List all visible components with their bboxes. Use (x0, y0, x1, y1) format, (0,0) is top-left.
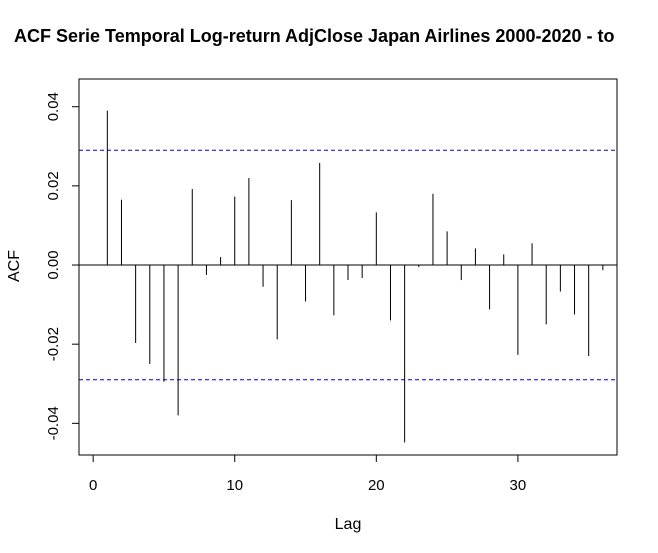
y-tick-label-4: 0.04 (45, 92, 62, 121)
y-tick-label-3: 0.02 (45, 171, 62, 200)
x-axis-label: Lag (335, 516, 362, 533)
y-tick-label-1: -0.02 (45, 327, 62, 361)
x-axis: 0 10 20 30 (89, 454, 527, 494)
x-tick-label-0: 0 (89, 477, 97, 494)
y-tick-label-0: -0.04 (45, 406, 62, 440)
chart-title: ACF Serie Temporal Log-return AdjClose J… (14, 26, 615, 46)
x-tick-label-10: 10 (226, 477, 243, 494)
y-axis: -0.04 -0.02 0.00 0.02 0.04 (45, 92, 80, 440)
x-tick-label-20: 20 (368, 477, 385, 494)
y-tick-label-2: 0.00 (45, 250, 62, 279)
acf-bars (79, 110, 617, 443)
y-axis-label: ACF (6, 250, 23, 282)
x-tick-label-30: 30 (510, 477, 527, 494)
